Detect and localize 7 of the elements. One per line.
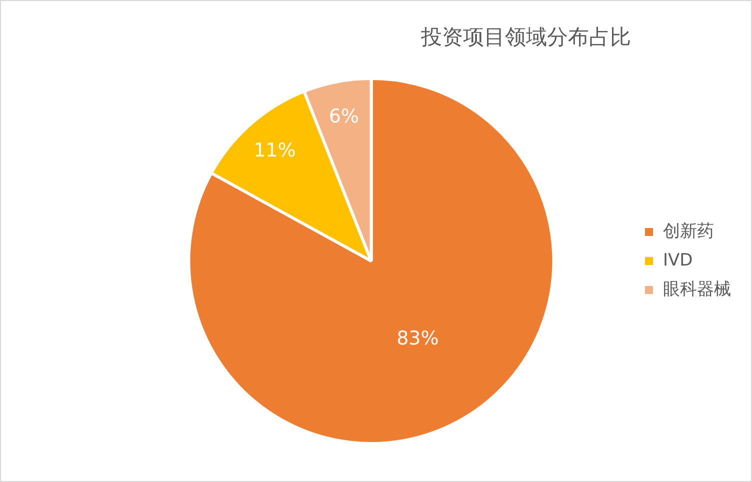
legend-label: 创新药 <box>663 221 714 242</box>
legend-label: IVD <box>663 250 693 270</box>
data-label: 11% <box>254 139 296 162</box>
data-label: 83% <box>396 327 439 350</box>
legend-label: 眼科器械 <box>663 279 731 300</box>
data-label: 6% <box>328 106 359 128</box>
chart-title: 投资项目领域分布占比 <box>420 24 632 51</box>
